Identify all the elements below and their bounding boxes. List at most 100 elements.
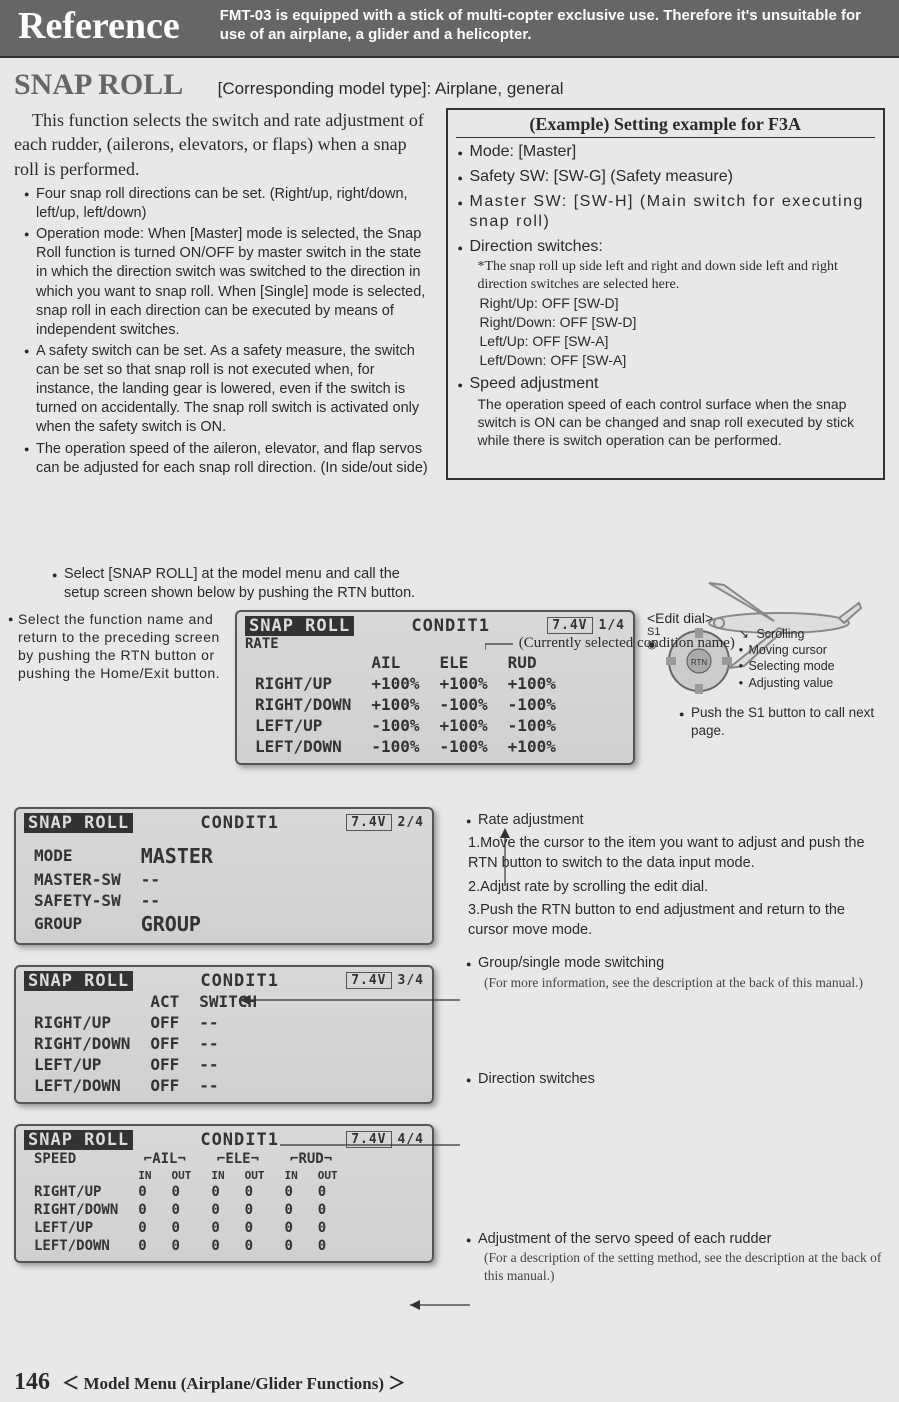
table-cell: -- bbox=[189, 1054, 267, 1075]
table-row: SAFETY-SW bbox=[24, 890, 131, 911]
table-cell: OFF bbox=[140, 1033, 189, 1054]
table-cell: -- bbox=[189, 1033, 267, 1054]
current-cond-text: (Currently selected condition name) bbox=[519, 635, 735, 651]
lcd3-batt: 7.4V bbox=[346, 972, 391, 989]
lcd4-ele: ELE bbox=[225, 1151, 250, 1167]
intro-text: This function selects the switch and rat… bbox=[14, 108, 434, 181]
table-cell: 0 bbox=[162, 1237, 202, 1255]
lcd3-col-act: ACT bbox=[140, 991, 189, 1012]
table-row: GROUP bbox=[24, 911, 131, 937]
bullet-item: A safety switch can be set. As a safety … bbox=[24, 342, 434, 438]
lcd4-title: SNAP ROLL bbox=[24, 1130, 133, 1150]
table-cell: -- bbox=[189, 1075, 267, 1096]
table-cell: 0 bbox=[235, 1219, 275, 1237]
table-cell: 0 bbox=[308, 1183, 348, 1201]
table-cell: 0 bbox=[308, 1237, 348, 1255]
banner-title: Reference bbox=[18, 4, 180, 48]
dial-adjusting: Adjusting value bbox=[748, 676, 833, 690]
servo-speed-sub: (For a description of the setting method… bbox=[464, 1249, 885, 1285]
table-cell: GROUP bbox=[131, 911, 223, 937]
example-dir-title: Direction switches: bbox=[470, 238, 603, 255]
page-footer: 146 ＜ Model Menu (Airplane/Glider Functi… bbox=[14, 1369, 405, 1396]
bullet-item: Operation mode: When [Master] mode is se… bbox=[24, 225, 434, 340]
table-cell: -- bbox=[189, 1012, 267, 1033]
table-cell: -- bbox=[131, 869, 223, 890]
lcd3-cond: CONDIT1 bbox=[139, 971, 340, 991]
table-cell: -100% bbox=[498, 694, 566, 715]
table-cell: 0 bbox=[201, 1183, 234, 1201]
lcd1-cond: CONDIT1 bbox=[360, 616, 541, 636]
rate-step1: 1.Move the cursor to the item you want t… bbox=[468, 834, 885, 873]
table-cell: +100% bbox=[498, 673, 566, 694]
table-cell: +100% bbox=[430, 715, 498, 736]
lcd4-ail: AIL bbox=[152, 1151, 177, 1167]
table-row: LEFT/DOWN bbox=[245, 736, 361, 757]
table-row: MODE bbox=[24, 843, 131, 869]
table-cell: 0 bbox=[128, 1201, 161, 1219]
group-mode-sub: (For more information, see the descripti… bbox=[464, 974, 885, 992]
table-row: RIGHT/UP bbox=[24, 1012, 140, 1033]
section-header: SNAP ROLL [Corresponding model type]: Ai… bbox=[14, 68, 885, 102]
table-cell: +100% bbox=[361, 694, 429, 715]
table-cell: OFF bbox=[140, 1075, 189, 1096]
lcd-screen-3: SNAP ROLL CONDIT1 7.4V 3/4 ACTSWITCH RIG… bbox=[14, 965, 434, 1104]
dial-selecting: Selecting mode bbox=[748, 659, 834, 673]
table-cell: 0 bbox=[128, 1219, 161, 1237]
lcd1-title: SNAP ROLL bbox=[245, 616, 354, 636]
table-row: RIGHT/DOWN bbox=[24, 1201, 128, 1219]
example-box: (Example) Setting example for F3A Mode: … bbox=[446, 108, 886, 480]
table-cell: 0 bbox=[235, 1201, 275, 1219]
table-cell: +100% bbox=[361, 673, 429, 694]
table-cell: MASTER bbox=[131, 843, 223, 869]
table-cell: 0 bbox=[162, 1183, 202, 1201]
io-out: OUT bbox=[162, 1168, 202, 1183]
select-callout: Select [SNAP ROLL] at the model menu and… bbox=[50, 565, 430, 604]
main-bullet-list: Four snap roll directions can be set. (R… bbox=[14, 185, 434, 478]
lcd1-col-ele: ELE bbox=[430, 652, 498, 673]
io-out: OUT bbox=[308, 1168, 348, 1183]
lcd2-title: SNAP ROLL bbox=[24, 813, 133, 833]
table-row: LEFT/DOWN bbox=[24, 1237, 128, 1255]
dial-scrolling: Scrolling bbox=[756, 627, 804, 641]
lcd2-page: 2/4 bbox=[398, 815, 424, 830]
example-speed: Speed adjustment The operation speed of … bbox=[456, 374, 876, 449]
table-cell: -100% bbox=[361, 715, 429, 736]
reference-banner: Reference FMT-03 is equipped with a stic… bbox=[0, 0, 899, 58]
table-cell: 0 bbox=[275, 1183, 308, 1201]
left-column: This function selects the switch and rat… bbox=[14, 108, 438, 480]
example-mode: Mode: [Master] bbox=[456, 142, 876, 163]
table-row: LEFT/UP bbox=[24, 1054, 140, 1075]
io-in: IN bbox=[275, 1168, 308, 1183]
example-safety: Safety SW: [SW-G] (Safety measure) bbox=[456, 167, 876, 188]
table-cell: 0 bbox=[235, 1183, 275, 1201]
example-direction: Direction switches: *The snap roll up si… bbox=[456, 237, 876, 370]
table-row: RIGHT/UP bbox=[24, 1183, 128, 1201]
example-dir2: Left/Up: OFF [SW-A] bbox=[470, 332, 876, 351]
lcd2-cond: CONDIT1 bbox=[139, 813, 340, 833]
lcd1-col-rud: RUD bbox=[498, 652, 566, 673]
lcd2-batt: 7.4V bbox=[346, 814, 391, 831]
table-row: LEFT/UP bbox=[24, 1219, 128, 1237]
lcd1-col-ail: AIL bbox=[361, 652, 429, 673]
table-row: RIGHT/UP bbox=[245, 673, 361, 694]
arrow-icon bbox=[280, 1138, 470, 1152]
s1-note: Push the S1 button to call next page. bbox=[677, 704, 885, 740]
io-in: IN bbox=[201, 1168, 234, 1183]
arrow-icon bbox=[410, 1298, 480, 1312]
table-cell: 0 bbox=[235, 1237, 275, 1255]
table-row: LEFT/DOWN bbox=[24, 1075, 140, 1096]
example-dir-note: *The snap roll up side left and right an… bbox=[470, 258, 876, 294]
lcd-screen-2: SNAP ROLL CONDIT1 7.4V 2/4 MODEMASTER MA… bbox=[14, 807, 434, 945]
example-title: (Example) Setting example for F3A bbox=[456, 114, 876, 138]
table-cell: OFF bbox=[140, 1054, 189, 1075]
table-cell: 0 bbox=[201, 1201, 234, 1219]
table-cell: 0 bbox=[162, 1219, 202, 1237]
lcd1-batt: 7.4V bbox=[547, 617, 592, 634]
left-return-note: ● Select the function name and return to… bbox=[14, 610, 229, 683]
right-notes: Rate adjustment 1.Move the cursor to the… bbox=[464, 807, 885, 1286]
lcd3-title: SNAP ROLL bbox=[24, 971, 133, 991]
example-dir1: Right/Down: OFF [SW-D] bbox=[470, 313, 876, 332]
lcd3-page: 3/4 bbox=[398, 973, 424, 988]
arrow-icon bbox=[495, 828, 515, 888]
table-cell: -100% bbox=[430, 736, 498, 757]
